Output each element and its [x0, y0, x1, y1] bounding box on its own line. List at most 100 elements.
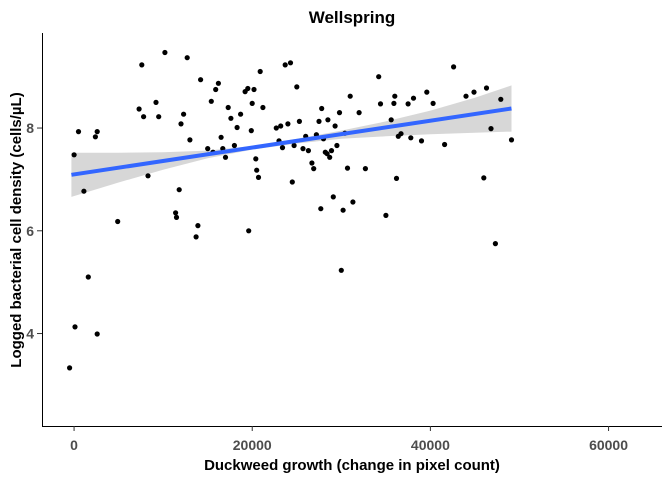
data-point — [318, 206, 324, 212]
data-point — [393, 175, 400, 181]
data-point — [338, 267, 344, 273]
data-point — [340, 207, 346, 213]
data-point — [85, 274, 91, 280]
data-point — [350, 199, 356, 205]
data-point — [285, 121, 291, 127]
x-ticks-layer: 0 20000 40000 60000 — [70, 426, 628, 453]
data-point — [309, 160, 315, 166]
data-point — [254, 167, 260, 173]
data-point — [260, 104, 266, 111]
data-point — [391, 100, 397, 106]
data-point — [273, 125, 279, 131]
y-tick-label: 8 — [26, 120, 34, 136]
data-point — [356, 110, 362, 116]
data-point — [418, 138, 425, 144]
data-point — [153, 99, 159, 105]
data-point — [319, 105, 325, 112]
fit-line — [71, 106, 512, 177]
data-point — [376, 74, 382, 80]
data-point — [328, 148, 335, 154]
data-point — [377, 101, 384, 107]
data-point — [205, 146, 211, 152]
data-point — [327, 154, 333, 160]
data-point — [408, 135, 414, 141]
data-point — [296, 118, 302, 124]
data-point — [193, 234, 199, 240]
data-point — [300, 146, 306, 152]
data-point — [187, 137, 193, 143]
data-point — [325, 117, 331, 123]
data-point — [92, 134, 98, 140]
data-point — [282, 62, 288, 68]
data-point — [136, 106, 142, 112]
data-point — [451, 64, 457, 70]
x-tick-label: 0 — [70, 437, 78, 453]
data-point — [305, 148, 311, 154]
data-point — [249, 100, 255, 106]
chart-title: Wellspring — [309, 8, 396, 27]
data-point — [255, 174, 262, 180]
data-point — [213, 86, 219, 93]
data-point — [498, 96, 504, 102]
data-point — [383, 212, 389, 218]
y-tick-label: 6 — [26, 223, 34, 239]
data-point — [344, 165, 351, 171]
data-point — [279, 145, 286, 151]
data-point — [253, 156, 259, 162]
data-point — [141, 114, 147, 120]
data-point — [198, 77, 204, 83]
data-point — [162, 49, 168, 56]
data-point — [430, 100, 436, 106]
data-point — [75, 129, 82, 135]
data-point — [234, 124, 240, 131]
data-point — [215, 80, 221, 86]
data-point — [218, 134, 224, 140]
data-point — [257, 68, 263, 75]
data-point — [248, 128, 254, 134]
data-point — [176, 187, 182, 193]
data-point — [463, 93, 469, 99]
data-point — [316, 118, 322, 124]
data-point — [181, 111, 187, 117]
x-tick-label: 20000 — [233, 437, 272, 453]
data-point — [483, 85, 490, 91]
data-point — [388, 117, 394, 123]
data-point — [245, 85, 251, 92]
x-tick-label: 60000 — [589, 437, 628, 453]
data-point — [410, 95, 417, 101]
data-point — [332, 123, 338, 129]
data-point — [94, 331, 100, 337]
data-point — [289, 179, 295, 185]
data-point — [173, 210, 179, 216]
data-point — [139, 62, 145, 68]
data-point — [225, 104, 231, 111]
data-point — [156, 114, 162, 120]
x-axis-label: Duckweed growth (change in pixel count) — [204, 457, 500, 474]
data-point — [251, 86, 257, 93]
data-point — [67, 365, 73, 371]
y-ticks-layer: 4 6 8 — [26, 120, 42, 342]
data-point — [492, 241, 498, 247]
fit-line-layer — [71, 106, 512, 177]
y-tick-label: 4 — [26, 326, 34, 342]
x-tick-label: 40000 — [411, 437, 450, 453]
data-point — [222, 154, 229, 160]
data-point — [238, 111, 244, 117]
data-point — [145, 173, 151, 179]
data-point — [291, 142, 297, 149]
data-point — [115, 218, 121, 225]
data-point — [184, 55, 190, 61]
data-point — [508, 137, 515, 143]
data-point — [287, 60, 294, 66]
data-point — [71, 152, 77, 158]
data-point — [347, 93, 353, 99]
data-point — [178, 121, 184, 127]
data-point — [442, 141, 448, 148]
data-point — [471, 89, 477, 95]
data-point — [398, 131, 404, 137]
data-point — [278, 123, 284, 129]
y-axis-label: Logged bacterial cell density (cells/µL) — [8, 92, 25, 367]
data-point — [246, 228, 252, 234]
